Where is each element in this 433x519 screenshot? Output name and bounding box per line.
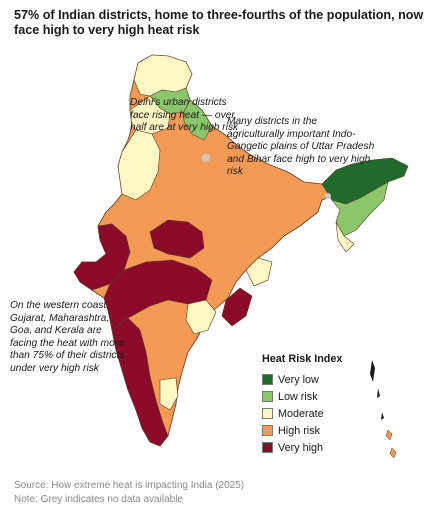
gujarat-very-high <box>73 223 131 291</box>
tn-moderate <box>159 377 179 411</box>
annotation-gangetic-plains: Many districts in the agriculturally imp… <box>227 116 375 178</box>
west-coast-very-high <box>111 317 169 447</box>
map-title: 57% of Indian districts, home to three-f… <box>14 8 424 37</box>
legend-item-high: High risk <box>262 422 342 439</box>
legend-item-very-low: Very low <box>262 371 342 388</box>
legend: Heat Risk Index Very low Low risk Modera… <box>262 353 342 456</box>
legend-label: Moderate <box>278 407 324 420</box>
legend-swatch <box>262 442 273 453</box>
legend-title: Heat Risk Index <box>262 353 343 365</box>
source-text: Source: How extreme heat is impacting In… <box>14 480 245 491</box>
northeast-moderate <box>335 221 355 253</box>
punjab-moderate <box>129 95 171 135</box>
annotation-western-coast: On the western coast, Gujarat, Maharasht… <box>10 300 125 374</box>
rajasthan-moderate <box>117 129 161 201</box>
northeast-low <box>331 181 389 237</box>
no-data-patch <box>202 154 210 162</box>
legend-swatch <box>262 374 273 385</box>
central-very-high <box>149 219 205 259</box>
legend-swatch <box>262 408 273 419</box>
legend-label: Very low <box>278 373 319 386</box>
note-text: Note: Grey indicates no data available <box>14 494 183 505</box>
deccan-moderate <box>185 299 217 335</box>
legend-swatch <box>262 391 273 402</box>
legend-item-very-high: Very high <box>262 439 342 456</box>
legend-item-moderate: Moderate <box>262 405 342 422</box>
nicobar-islands <box>385 429 397 459</box>
legend-label: Low risk <box>278 390 318 403</box>
legend-label: Very high <box>278 441 324 454</box>
andaman-islands <box>370 360 384 420</box>
annotation-delhi: Delhi’s urban districts face rising heat… <box>130 97 239 134</box>
footer: Source: How extreme heat is impacting In… <box>14 479 244 507</box>
odisha-very-high <box>221 287 253 327</box>
legend-swatch <box>262 425 273 436</box>
legend-label: High risk <box>278 424 320 437</box>
uttarakhand-low <box>183 99 213 141</box>
no-data-patch <box>325 193 331 199</box>
legend-item-low: Low risk <box>262 388 342 405</box>
east-moderate <box>245 257 273 287</box>
